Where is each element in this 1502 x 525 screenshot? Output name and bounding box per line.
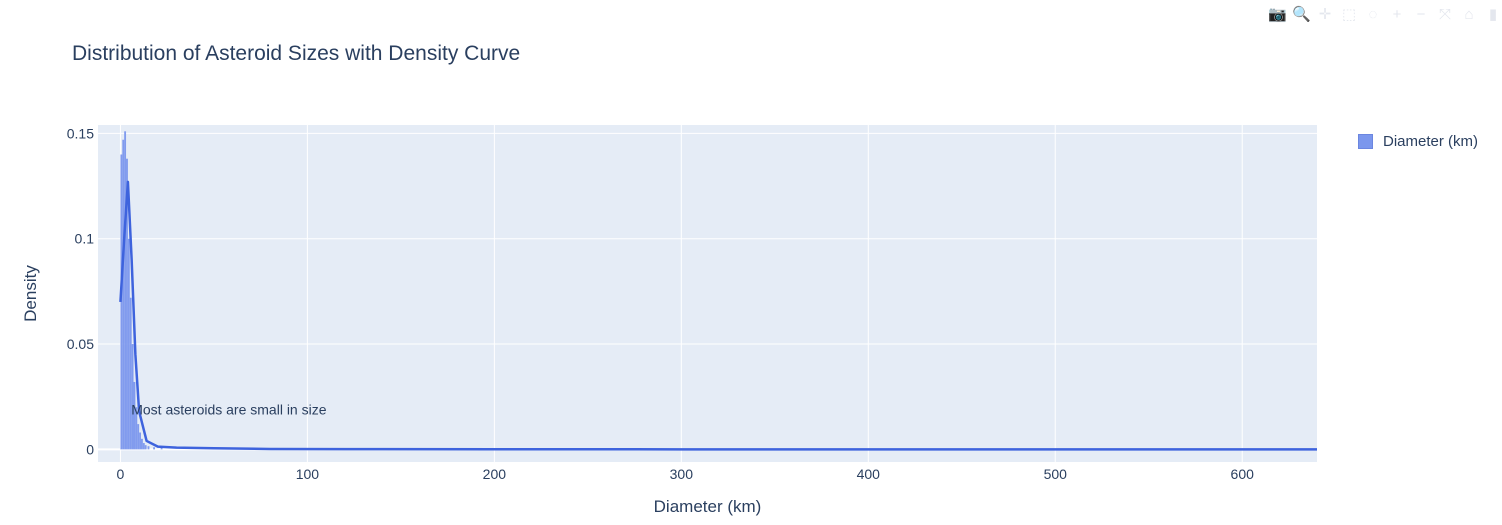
x-tick-label: 600 xyxy=(1231,466,1255,482)
legend-swatch xyxy=(1358,134,1373,149)
x-tick-label: 0 xyxy=(117,466,125,482)
histogram-bar xyxy=(153,447,156,450)
y-tick-label: 0.15 xyxy=(67,125,94,141)
lasso-icon[interactable]: ◌ xyxy=(1368,6,1378,23)
y-tick-label: 0 xyxy=(86,441,94,457)
histogram-bar xyxy=(122,139,125,450)
histogram-bar xyxy=(141,438,143,450)
x-tick-label: 200 xyxy=(483,466,507,482)
box-select-icon[interactable]: ⬚ xyxy=(1341,6,1357,23)
x-tick-label: 300 xyxy=(670,466,694,482)
histogram-bar xyxy=(139,432,142,450)
histogram-bar xyxy=(137,424,140,450)
zoom-in-icon[interactable]: + xyxy=(1392,6,1402,23)
histogram-bar xyxy=(135,407,138,450)
modebar: 📷 🔍 ✛ ⬚ ◌ + − ⤧ ⌂ ▮ xyxy=(1268,4,1502,26)
x-tick-label: 500 xyxy=(1044,466,1068,482)
histogram-bar xyxy=(147,446,150,450)
zoom-out-icon[interactable]: − xyxy=(1416,6,1426,23)
histogram-bar xyxy=(160,447,163,450)
density-curve-line xyxy=(119,180,1318,451)
histogram-bar xyxy=(144,445,147,450)
autoscale-icon[interactable]: ⤧ xyxy=(1438,6,1451,23)
x-tick-label: 100 xyxy=(296,466,320,482)
y-tick-label: 0.05 xyxy=(67,336,94,352)
y-tick-label: 0.1 xyxy=(75,231,95,247)
histogram-bar xyxy=(133,381,136,450)
x-axis-title: Diameter (km) xyxy=(654,497,762,516)
plot-background xyxy=(98,125,1317,462)
legend[interactable]: Diameter (km) xyxy=(1358,133,1478,150)
reset-axes-icon[interactable]: ⌂ xyxy=(1464,6,1474,23)
histogram-bar xyxy=(126,158,128,450)
pan-icon[interactable]: ✛ xyxy=(1318,6,1332,23)
histogram-bar xyxy=(142,443,145,450)
histogram-bar xyxy=(129,297,132,450)
annotation-text: Most asteroids are small in size xyxy=(131,401,327,417)
x-tick-label: 400 xyxy=(857,466,881,482)
histogram-bar xyxy=(124,131,127,450)
zoom-icon[interactable]: 🔍 xyxy=(1292,6,1311,23)
plotly-logo-icon[interactable]: ▮ xyxy=(1488,6,1498,23)
y-axis-title: Density xyxy=(21,265,40,322)
legend-label: Diameter (km) xyxy=(1383,133,1479,150)
camera-icon[interactable]: 📷 xyxy=(1268,6,1287,23)
chart-title: Distribution of Asteroid Sizes with Dens… xyxy=(72,42,521,65)
histogram-bar xyxy=(131,344,134,450)
histogram-bar xyxy=(127,238,130,450)
